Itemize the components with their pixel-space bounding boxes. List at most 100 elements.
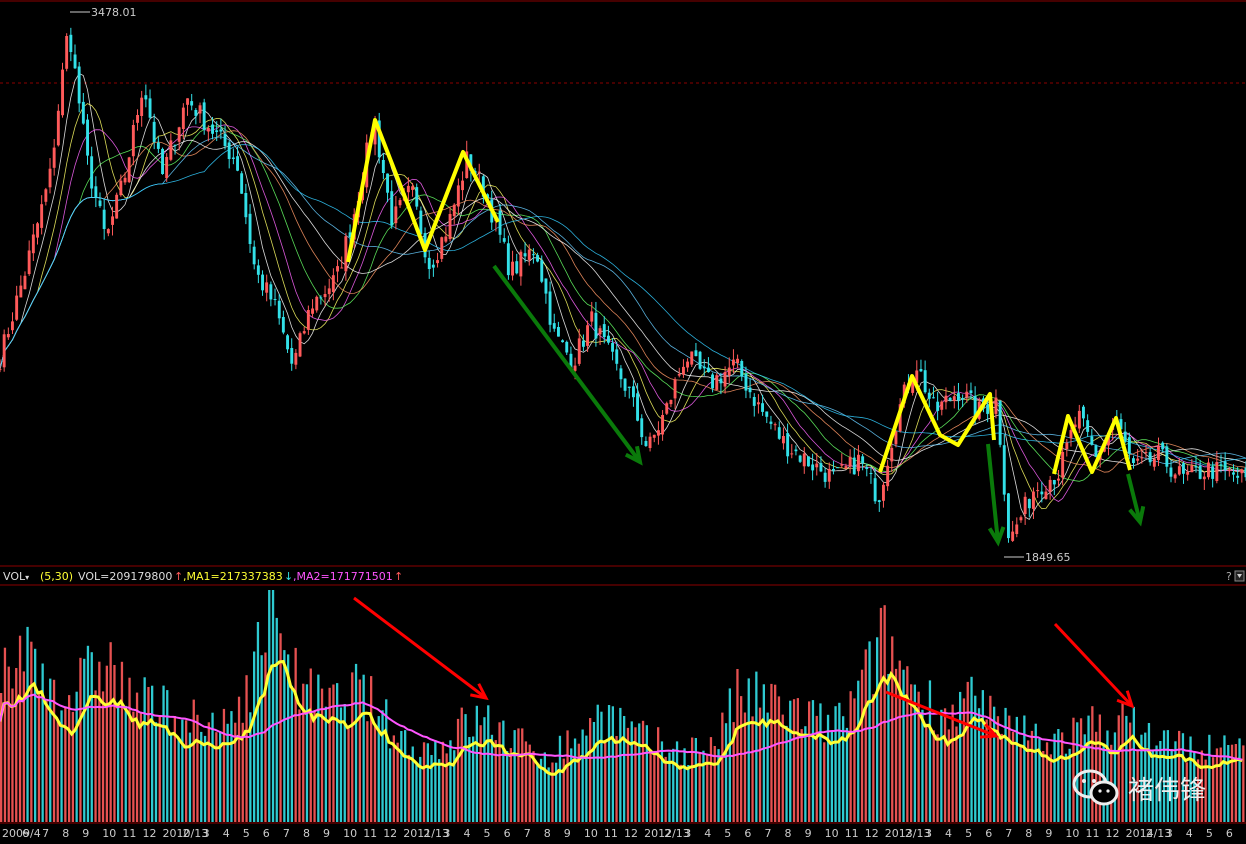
volume-bar [219,731,222,822]
watermark: 褚伟锋 [1072,768,1206,808]
volume-bar [1095,731,1098,822]
candle-body [598,328,602,335]
volume-bar [283,650,286,822]
price-candles [0,27,1246,543]
volume-bar [445,753,448,822]
volume-bar [207,722,210,822]
candle-body [277,300,281,319]
candle-body [40,204,44,228]
candle-body [1032,491,1035,509]
vol-indicator-label[interactable]: VOL▾ [3,570,29,583]
candle-body [1069,430,1073,439]
x-axis-label: 4 [945,827,952,840]
volume-bar [838,702,841,822]
candle-body [836,467,840,469]
volume-bar [1147,723,1151,822]
volume-bar [441,741,445,822]
volume-bar [1064,753,1068,822]
candle-body [1144,452,1148,454]
candle-body [448,214,452,239]
candle-body [773,424,777,426]
volume-bar [709,737,713,822]
green-arrow-3 [1126,473,1142,523]
candle-body [727,367,731,376]
volume-bar [320,688,324,822]
volume-bar [475,705,478,822]
volume-bar [566,730,569,822]
volume-bar [260,655,263,822]
volume-bar [302,683,305,822]
volume-bar [570,748,573,822]
candle-body [1240,469,1244,474]
volume-bar [551,762,554,822]
candle-body [573,365,577,371]
volume-bar [120,661,124,822]
candle-body [98,200,102,207]
volume-bar [634,727,637,822]
volume-bar [604,740,607,822]
candle-body [1019,517,1023,521]
candle-body [640,418,644,438]
watermark-author: 褚伟锋 [1127,775,1206,806]
candle-body [406,185,410,193]
candle-body [23,275,27,290]
volume-bar [1204,759,1207,822]
x-axis-label: 6 [1226,827,1233,840]
candle-body [1223,461,1227,471]
help-icon[interactable]: ? [1226,570,1232,583]
volume-bar [876,637,879,822]
volume-bar [970,676,973,822]
candle-body [144,95,148,100]
volume-bar [1242,745,1245,822]
candle-body [281,317,285,333]
candle-body [1177,466,1181,475]
volume-bar [71,711,74,822]
volume-bar [52,679,56,822]
volume-bar [1170,749,1173,822]
volume-bar [1098,714,1101,822]
x-axis-label: 4 [1186,827,1193,840]
volume-bar [3,647,7,822]
volume-bar [1159,741,1162,822]
volume-bar [823,742,826,822]
x-axis-label: 10 [102,827,116,840]
volume-bar [736,669,739,822]
candle-body [1077,410,1081,429]
volume-bar [37,693,41,822]
candle-body [752,397,756,406]
volume-bar [1030,730,1034,822]
volume-bar [1117,715,1120,822]
candle-body [944,395,948,403]
candle-body [86,119,89,156]
candle-body [852,457,856,475]
volume-bar [641,720,645,822]
volume-bar [928,680,932,822]
volume-bar [962,698,966,822]
candle-body [469,154,473,171]
volume-bar [332,684,335,822]
candle-body [1190,465,1194,473]
volume-bar [974,695,977,822]
volume-bar [245,675,248,822]
candle-body [161,148,164,174]
candle-body [1198,465,1202,479]
volume-bar [506,751,509,822]
volume-bar [834,706,837,822]
volume-bar [694,738,697,822]
x-axis-label: 2012/13 [644,827,690,840]
volume-bar [18,635,22,822]
candle-body [619,368,623,380]
red-arrow-1 [353,596,487,700]
volume-bar [94,690,97,822]
x-axis-label: 6 [263,827,270,840]
red-arrow-3 [1053,622,1134,708]
candle-body [394,206,398,224]
volume-bar [396,742,399,822]
volume-bar [385,699,388,822]
candle-body [1040,491,1044,495]
volume-bar [56,721,59,822]
candle-body [577,338,581,364]
volume-bar [940,709,943,822]
volume-bar [1189,736,1192,822]
